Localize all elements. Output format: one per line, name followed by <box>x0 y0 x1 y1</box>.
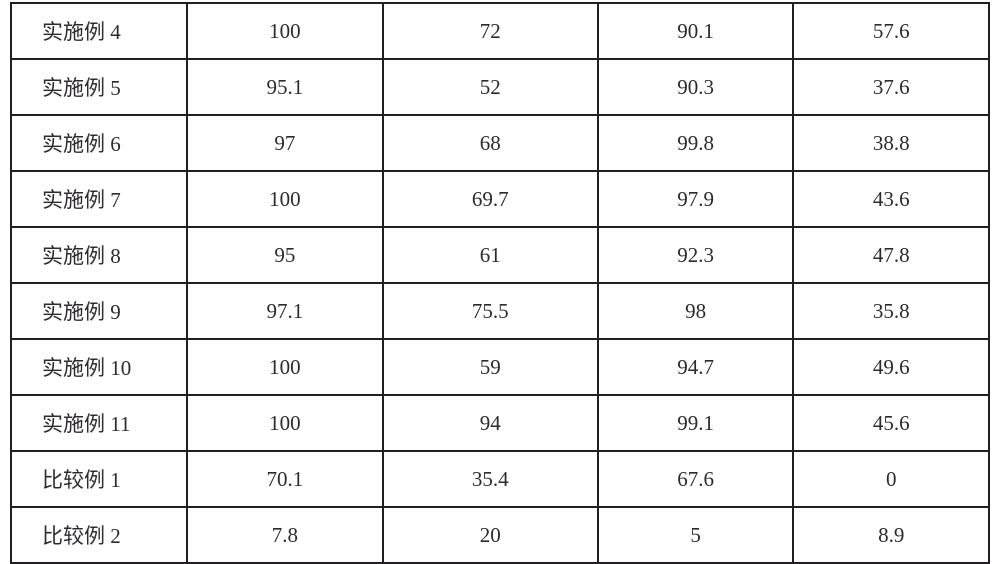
cell: 43.6 <box>793 171 989 227</box>
cell: 0 <box>793 451 989 507</box>
table-row: 实施例 7 100 69.7 97.9 43.6 <box>11 171 989 227</box>
cell: 94 <box>383 395 598 451</box>
table-row: 实施例 6 97 68 99.8 38.8 <box>11 115 989 171</box>
cell: 57.6 <box>793 3 989 59</box>
row-label: 实施例 11 <box>11 395 187 451</box>
cell: 100 <box>187 171 383 227</box>
cell: 67.6 <box>598 451 794 507</box>
data-table: 实施例 4 100 72 90.1 57.6 实施例 5 95.1 52 90.… <box>10 2 990 564</box>
row-label: 实施例 9 <box>11 283 187 339</box>
cell: 95 <box>187 227 383 283</box>
cell: 52 <box>383 59 598 115</box>
table-row: 比较例 2 7.8 20 5 8.9 <box>11 507 989 563</box>
cell: 100 <box>187 3 383 59</box>
cell: 90.3 <box>598 59 794 115</box>
row-label: 比较例 1 <box>11 451 187 507</box>
cell: 69.7 <box>383 171 598 227</box>
cell: 61 <box>383 227 598 283</box>
cell: 35.4 <box>383 451 598 507</box>
cell: 35.8 <box>793 283 989 339</box>
cell: 45.6 <box>793 395 989 451</box>
cell: 97.1 <box>187 283 383 339</box>
table-row: 实施例 10 100 59 94.7 49.6 <box>11 339 989 395</box>
table-row: 实施例 4 100 72 90.1 57.6 <box>11 3 989 59</box>
cell: 38.8 <box>793 115 989 171</box>
cell: 72 <box>383 3 598 59</box>
table-row: 实施例 8 95 61 92.3 47.8 <box>11 227 989 283</box>
row-label: 实施例 4 <box>11 3 187 59</box>
cell: 49.6 <box>793 339 989 395</box>
row-label: 实施例 8 <box>11 227 187 283</box>
cell: 7.8 <box>187 507 383 563</box>
cell: 37.6 <box>793 59 989 115</box>
cell: 70.1 <box>187 451 383 507</box>
cell: 94.7 <box>598 339 794 395</box>
cell: 100 <box>187 339 383 395</box>
cell: 5 <box>598 507 794 563</box>
cell: 68 <box>383 115 598 171</box>
cell: 98 <box>598 283 794 339</box>
cell: 97 <box>187 115 383 171</box>
page: 实施例 4 100 72 90.1 57.6 实施例 5 95.1 52 90.… <box>0 0 1000 557</box>
cell: 75.5 <box>383 283 598 339</box>
row-label: 实施例 7 <box>11 171 187 227</box>
table-body: 实施例 4 100 72 90.1 57.6 实施例 5 95.1 52 90.… <box>11 3 989 563</box>
cell: 100 <box>187 395 383 451</box>
cell: 8.9 <box>793 507 989 563</box>
table-row: 实施例 9 97.1 75.5 98 35.8 <box>11 283 989 339</box>
row-label: 实施例 5 <box>11 59 187 115</box>
cell: 90.1 <box>598 3 794 59</box>
cell: 92.3 <box>598 227 794 283</box>
cell: 97.9 <box>598 171 794 227</box>
row-label: 实施例 10 <box>11 339 187 395</box>
cell: 99.8 <box>598 115 794 171</box>
table-row: 实施例 5 95.1 52 90.3 37.6 <box>11 59 989 115</box>
cell: 59 <box>383 339 598 395</box>
cell: 47.8 <box>793 227 989 283</box>
row-label: 实施例 6 <box>11 115 187 171</box>
table-row: 比较例 1 70.1 35.4 67.6 0 <box>11 451 989 507</box>
cell: 99.1 <box>598 395 794 451</box>
cell: 95.1 <box>187 59 383 115</box>
table-row: 实施例 11 100 94 99.1 45.6 <box>11 395 989 451</box>
row-label: 比较例 2 <box>11 507 187 563</box>
cell: 20 <box>383 507 598 563</box>
